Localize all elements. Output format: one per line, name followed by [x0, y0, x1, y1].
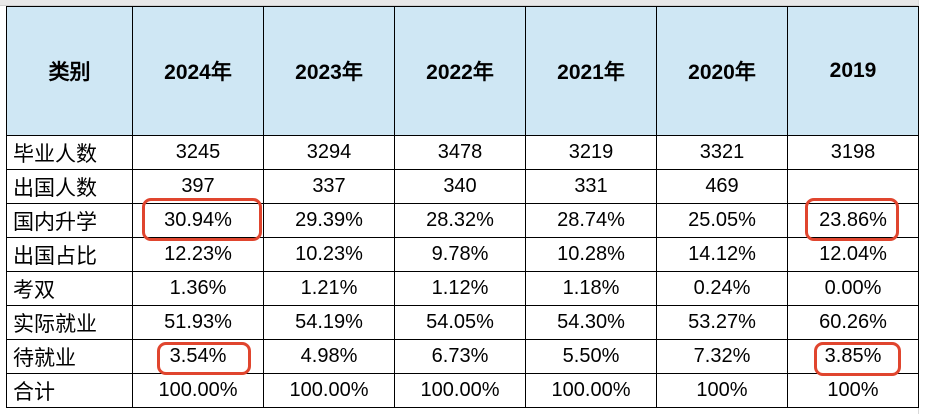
table-cell[interactable]: 3.85%: [787, 339, 919, 374]
table-cell[interactable]: 12.04%: [787, 237, 919, 272]
table-cell[interactable]: 100.00%: [525, 373, 657, 408]
table-cell[interactable]: [787, 169, 919, 204]
table-cell[interactable]: 3198: [787, 135, 919, 170]
table-cell[interactable]: 100%: [656, 373, 788, 408]
table-cell[interactable]: 6.73%: [394, 339, 526, 374]
table-cell[interactable]: 3294: [263, 135, 395, 170]
table-cell[interactable]: 100.00%: [132, 373, 264, 408]
table-cell[interactable]: 23.86%: [787, 203, 919, 238]
table-cell[interactable]: 14.12%: [656, 237, 788, 272]
header-cell-2020[interactable]: 2020年: [656, 6, 788, 136]
table-cell[interactable]: 0.24%: [656, 271, 788, 306]
row-label-exam[interactable]: 考双: [6, 271, 133, 306]
table-cell[interactable]: 9.78%: [394, 237, 526, 272]
table-cell[interactable]: 469: [656, 169, 788, 204]
table-cell[interactable]: 100%: [787, 373, 919, 408]
table-cell[interactable]: 1.18%: [525, 271, 657, 306]
table-cell[interactable]: 60.26%: [787, 305, 919, 340]
table-row: 待就业 3.54% 4.98% 6.73% 5.50% 7.32% 3.85%: [6, 339, 919, 374]
table-cell[interactable]: 337: [263, 169, 395, 204]
employment-stats-table: 类别 2024年 2023年 2022年 2021年 2020年 2019 毕业…: [6, 6, 919, 408]
table-cell[interactable]: 3219: [525, 135, 657, 170]
sheet-gridline-top: [0, 0, 926, 6]
table-row: 毕业人数 3245 3294 3478 3219 3321 3198: [6, 135, 919, 170]
table-row: 实际就业 51.93% 54.19% 54.05% 54.30% 53.27% …: [6, 305, 919, 340]
header-cell-2023[interactable]: 2023年: [263, 6, 395, 136]
table-row: 出国占比 12.23% 10.23% 9.78% 10.28% 14.12% 1…: [6, 237, 919, 272]
table-cell[interactable]: 1.12%: [394, 271, 526, 306]
table-row: 考双 1.36% 1.21% 1.12% 1.18% 0.24% 0.00%: [6, 271, 919, 306]
table-cell[interactable]: 28.32%: [394, 203, 526, 238]
table-cell[interactable]: 4.98%: [263, 339, 395, 374]
header-cell-category[interactable]: 类别: [6, 6, 133, 136]
table-cell[interactable]: 1.21%: [263, 271, 395, 306]
table-cell[interactable]: 100.00%: [394, 373, 526, 408]
table-cell[interactable]: 3321: [656, 135, 788, 170]
table-cell[interactable]: 54.19%: [263, 305, 395, 340]
table-cell[interactable]: 10.23%: [263, 237, 395, 272]
table-cell[interactable]: 340: [394, 169, 526, 204]
table-cell[interactable]: 10.28%: [525, 237, 657, 272]
table-cell[interactable]: 0.00%: [787, 271, 919, 306]
table-cell[interactable]: 28.74%: [525, 203, 657, 238]
table-cell[interactable]: 3.54%: [132, 339, 264, 374]
table-cell[interactable]: 53.27%: [656, 305, 788, 340]
table-cell[interactable]: 3478: [394, 135, 526, 170]
table-cell[interactable]: 29.39%: [263, 203, 395, 238]
table-row: 国内升学 30.94% 29.39% 28.32% 28.74% 25.05% …: [6, 203, 919, 238]
table-cell[interactable]: 54.30%: [525, 305, 657, 340]
header-cell-2024[interactable]: 2024年: [132, 6, 264, 136]
sheet-gridline-right: [918, 0, 926, 414]
header-cell-2022[interactable]: 2022年: [394, 6, 526, 136]
table-cell[interactable]: 5.50%: [525, 339, 657, 374]
header-cell-2019[interactable]: 2019: [787, 6, 919, 136]
table-cell[interactable]: 54.05%: [394, 305, 526, 340]
header-cell-2021[interactable]: 2021年: [525, 6, 657, 136]
table-cell[interactable]: 12.23%: [132, 237, 264, 272]
table-cell[interactable]: 30.94%: [132, 203, 264, 238]
table-cell[interactable]: 331: [525, 169, 657, 204]
row-label-total[interactable]: 合计: [6, 373, 133, 408]
header-row: 类别 2024年 2023年 2022年 2021年 2020年 2019: [6, 6, 919, 136]
table-cell[interactable]: 7.32%: [656, 339, 788, 374]
table-cell[interactable]: 397: [132, 169, 264, 204]
row-label-abroad-count[interactable]: 出国人数: [6, 169, 133, 204]
table-row: 合计 100.00% 100.00% 100.00% 100.00% 100% …: [6, 373, 919, 408]
row-label-pending[interactable]: 待就业: [6, 339, 133, 374]
row-label-abroad-ratio[interactable]: 出国占比: [6, 237, 133, 272]
table-cell[interactable]: 100.00%: [263, 373, 395, 408]
table-cell[interactable]: 3245: [132, 135, 264, 170]
table-cell[interactable]: 25.05%: [656, 203, 788, 238]
row-label-domestic-study[interactable]: 国内升学: [6, 203, 133, 238]
table-row: 出国人数 397 337 340 331 469: [6, 169, 919, 204]
table-cell[interactable]: 51.93%: [132, 305, 264, 340]
table-cell[interactable]: 1.36%: [132, 271, 264, 306]
row-label-graduates[interactable]: 毕业人数: [6, 135, 133, 170]
row-label-employed[interactable]: 实际就业: [6, 305, 133, 340]
